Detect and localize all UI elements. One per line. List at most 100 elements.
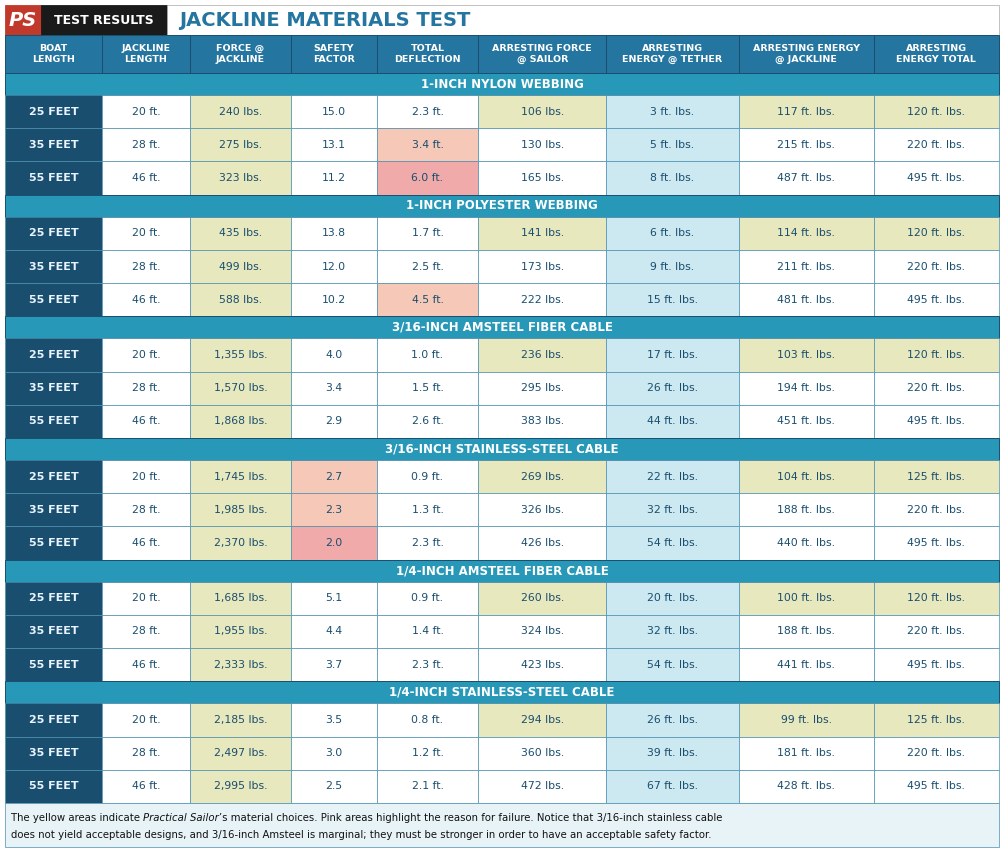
Text: 55 FEET: 55 FEET bbox=[29, 173, 78, 183]
Text: Practical Sailor: Practical Sailor bbox=[143, 813, 219, 822]
Bar bbox=[738, 582, 873, 615]
Text: 44 ft. lbs.: 44 ft. lbs. bbox=[646, 417, 697, 426]
Bar bbox=[376, 35, 477, 73]
Bar bbox=[376, 704, 477, 737]
Bar bbox=[291, 283, 376, 316]
Bar bbox=[5, 704, 102, 737]
Text: 428 ft. lbs.: 428 ft. lbs. bbox=[776, 781, 834, 792]
Bar bbox=[190, 648, 291, 682]
Bar bbox=[477, 283, 606, 316]
Text: 220 ft. lbs.: 220 ft. lbs. bbox=[907, 505, 964, 515]
Bar bbox=[190, 250, 291, 283]
Bar bbox=[5, 582, 102, 615]
Text: 441 ft. lbs.: 441 ft. lbs. bbox=[776, 659, 834, 670]
Text: 220 ft. lbs.: 220 ft. lbs. bbox=[907, 748, 964, 758]
Bar bbox=[738, 95, 873, 128]
Bar bbox=[102, 648, 190, 682]
Text: 28 ft.: 28 ft. bbox=[131, 748, 159, 758]
Text: 99 ft. lbs.: 99 ft. lbs. bbox=[780, 715, 830, 725]
Bar bbox=[477, 161, 606, 194]
Bar bbox=[873, 35, 998, 73]
Bar bbox=[291, 405, 376, 438]
Bar bbox=[606, 527, 738, 560]
Bar bbox=[291, 615, 376, 648]
Bar bbox=[5, 73, 998, 95]
Text: 1.4 ft.: 1.4 ft. bbox=[411, 626, 443, 636]
Text: 8 ft. lbs.: 8 ft. lbs. bbox=[650, 173, 694, 183]
Bar bbox=[102, 737, 190, 769]
Text: does not yield acceptable designs, and 3/16-inch Amsteel is marginal; they must : does not yield acceptable designs, and 3… bbox=[11, 830, 711, 840]
Bar bbox=[190, 216, 291, 250]
Text: 4.0: 4.0 bbox=[325, 350, 342, 360]
Text: 55 FEET: 55 FEET bbox=[29, 781, 78, 792]
Text: 472 lbs.: 472 lbs. bbox=[521, 781, 564, 792]
Text: 120 ft. lbs.: 120 ft. lbs. bbox=[907, 593, 964, 603]
Bar bbox=[376, 250, 477, 283]
Text: 22 ft. lbs.: 22 ft. lbs. bbox=[646, 472, 697, 481]
Bar bbox=[738, 460, 873, 493]
Text: 35 FEET: 35 FEET bbox=[29, 748, 78, 758]
Bar bbox=[606, 95, 738, 128]
Bar bbox=[102, 338, 190, 371]
Text: 2.9: 2.9 bbox=[325, 417, 342, 426]
Text: 2.0: 2.0 bbox=[325, 538, 342, 548]
Bar bbox=[5, 438, 998, 460]
Bar bbox=[291, 35, 376, 73]
Bar bbox=[376, 527, 477, 560]
Bar bbox=[477, 95, 606, 128]
Text: 13.8: 13.8 bbox=[322, 228, 346, 239]
Text: 46 ft.: 46 ft. bbox=[131, 173, 159, 183]
Text: 4.5 ft.: 4.5 ft. bbox=[411, 295, 443, 305]
Bar bbox=[376, 128, 477, 161]
Text: 360 lbs.: 360 lbs. bbox=[521, 748, 564, 758]
Bar bbox=[477, 338, 606, 371]
Text: 141 lbs.: 141 lbs. bbox=[521, 228, 564, 239]
Bar bbox=[376, 405, 477, 438]
Bar bbox=[873, 769, 998, 803]
Bar bbox=[102, 161, 190, 194]
Text: 67 ft. lbs.: 67 ft. lbs. bbox=[646, 781, 697, 792]
Bar bbox=[190, 460, 291, 493]
Bar bbox=[606, 161, 738, 194]
Text: 275 lbs.: 275 lbs. bbox=[219, 140, 262, 150]
Text: 1,685 lbs.: 1,685 lbs. bbox=[214, 593, 267, 603]
Text: 2,185 lbs.: 2,185 lbs. bbox=[214, 715, 267, 725]
Bar bbox=[738, 527, 873, 560]
Text: 1.0 ft.: 1.0 ft. bbox=[411, 350, 443, 360]
Text: 54 ft. lbs.: 54 ft. lbs. bbox=[646, 538, 697, 548]
Bar bbox=[5, 316, 998, 338]
Bar bbox=[102, 35, 190, 73]
Text: SAFETY
FACTOR: SAFETY FACTOR bbox=[313, 44, 354, 64]
Bar bbox=[376, 648, 477, 682]
Text: 35 FEET: 35 FEET bbox=[29, 140, 78, 150]
Bar bbox=[291, 95, 376, 128]
Text: 46 ft.: 46 ft. bbox=[131, 538, 159, 548]
Bar bbox=[477, 527, 606, 560]
Text: 125 ft. lbs.: 125 ft. lbs. bbox=[907, 715, 964, 725]
Bar bbox=[738, 283, 873, 316]
Text: 495 ft. lbs.: 495 ft. lbs. bbox=[907, 417, 964, 426]
Bar bbox=[477, 128, 606, 161]
Text: 20 ft. lbs.: 20 ft. lbs. bbox=[646, 593, 697, 603]
Bar bbox=[477, 405, 606, 438]
Text: 326 lbs.: 326 lbs. bbox=[521, 505, 564, 515]
Text: BOAT
LENGTH: BOAT LENGTH bbox=[32, 44, 75, 64]
Bar bbox=[190, 582, 291, 615]
Bar bbox=[873, 95, 998, 128]
Bar bbox=[477, 493, 606, 527]
Bar bbox=[738, 493, 873, 527]
Text: 25 FEET: 25 FEET bbox=[29, 228, 78, 239]
Text: 1,985 lbs.: 1,985 lbs. bbox=[214, 505, 267, 515]
Bar bbox=[477, 371, 606, 405]
Text: 3/16-INCH AMSTEEL FIBER CABLE: 3/16-INCH AMSTEEL FIBER CABLE bbox=[391, 321, 612, 334]
Bar bbox=[190, 283, 291, 316]
Bar bbox=[873, 405, 998, 438]
Bar bbox=[376, 95, 477, 128]
Text: ARRESTING FORCE
@ SAILOR: ARRESTING FORCE @ SAILOR bbox=[491, 44, 592, 64]
Text: 499 lbs.: 499 lbs. bbox=[219, 262, 262, 272]
Text: 55 FEET: 55 FEET bbox=[29, 295, 78, 305]
Bar bbox=[873, 648, 998, 682]
Text: 1.2 ft.: 1.2 ft. bbox=[411, 748, 443, 758]
Text: 20 ft.: 20 ft. bbox=[131, 106, 159, 117]
Text: 103 ft. lbs.: 103 ft. lbs. bbox=[776, 350, 834, 360]
